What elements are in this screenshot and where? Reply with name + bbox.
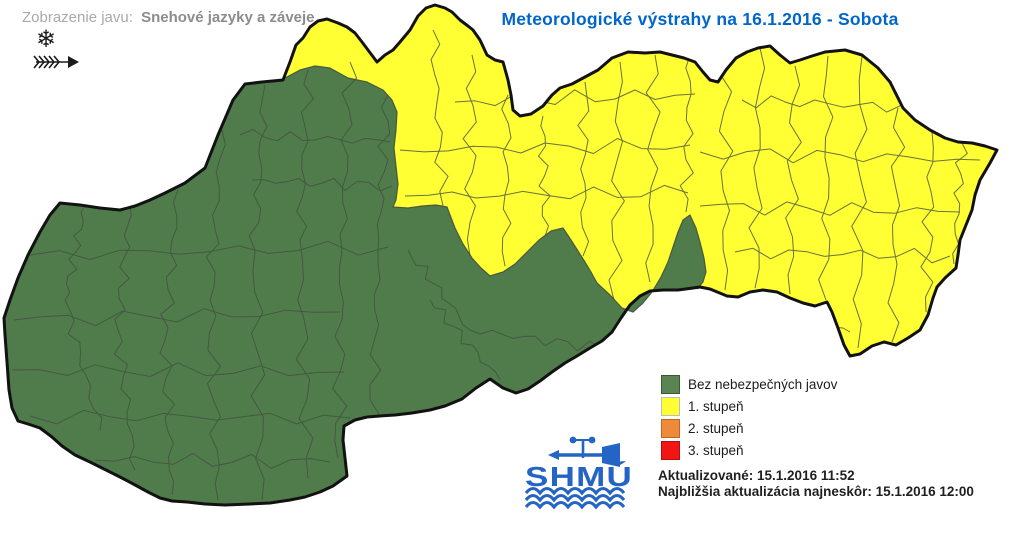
- legend-label: 1. stupeň: [688, 398, 744, 414]
- next-update-text: Najbližšia aktualizácia najneskôr: 15.1.…: [658, 484, 974, 499]
- legend-item-level2: 2. stupeň: [661, 417, 837, 439]
- legend-label: Bez nebezpečných javov: [688, 376, 838, 392]
- legend-item-no-warning: Bez nebezpečných javov: [661, 373, 837, 395]
- legend-item-level1: 1. stupeň: [661, 395, 837, 417]
- country-outline: [2, 3, 999, 507]
- level3-swatch: [661, 440, 680, 460]
- phenomenon-icons: ❄: [30, 28, 80, 72]
- warning-level-boundary: [284, 65, 707, 313]
- wind-arrow-icon: [33, 55, 79, 69]
- no-warning-swatch: [661, 374, 680, 394]
- update-info: Aktualizované: 15.1.2016 11:52 Najbližši…: [658, 468, 974, 500]
- phenomenon-label: Zobrazenie javu:: [22, 9, 133, 26]
- updated-text: Aktualizované: 15.1.2016 11:52: [658, 468, 855, 483]
- page-title: Meteorologické výstrahy na 16.1.2016 - S…: [501, 9, 899, 29]
- level1-swatch: [661, 396, 680, 416]
- district-boundaries: [11, 29, 981, 501]
- legend-item-level3: 3. stupeň: [661, 439, 837, 461]
- warning-legend: Bez nebezpečných javov 1. stupeň 2. stup…: [661, 373, 837, 461]
- phenomenon-value: Snehové jazyky a záveje: [141, 9, 315, 26]
- logo-waves: [524, 486, 626, 510]
- snowflake-icon: ❄: [36, 26, 57, 53]
- no-warning-region[interactable]: [4, 66, 706, 505]
- phenomenon-header: Zobrazenie javu: Snehové jazyky a záveje: [22, 9, 315, 26]
- weather-vane-icon: [548, 436, 620, 467]
- logo-text: SHMÚ: [525, 461, 633, 492]
- legend-label: 2. stupeň: [688, 420, 744, 436]
- level2-swatch: [661, 418, 680, 438]
- shmu-logo: SHMÚ: [524, 436, 633, 510]
- legend-label: 3. stupeň: [688, 442, 744, 458]
